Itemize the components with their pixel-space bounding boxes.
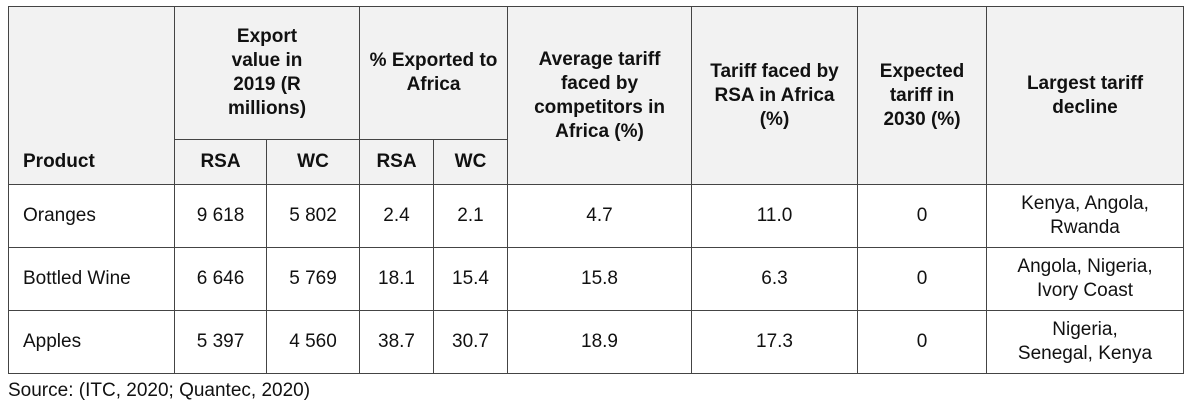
- pct-rsa-cell: 18.1: [359, 247, 434, 311]
- pct-rsa-cell: 38.7: [359, 310, 434, 374]
- pct-wc-cell: 30.7: [432, 310, 509, 374]
- source-note: Source: (ITC, 2020; Quantec, 2020): [8, 380, 311, 401]
- tariff-rsa-cell: 6.3: [691, 247, 859, 311]
- avg-tariff-cell: 4.7: [507, 184, 693, 248]
- product-cell: Bottled Wine: [8, 247, 175, 311]
- subheader-wc: WC: [432, 139, 509, 185]
- export-rsa-cell: 6 646: [174, 247, 267, 311]
- export-wc-cell: 5 769: [266, 247, 360, 311]
- export-wc-cell: 5 802: [266, 184, 360, 248]
- product-cell: Apples: [8, 310, 175, 374]
- table-row: Bottled Wine 6 646 5 769 18.1 15.4 15.8 …: [8, 247, 1185, 311]
- table-row: Oranges 9 618 5 802 2.4 2.1 4.7 11.0 0 K…: [8, 184, 1185, 248]
- largest-decline-cell: Angola, Nigeria, Ivory Coast: [986, 247, 1185, 311]
- avg-tariff-cell: 15.8: [507, 247, 693, 311]
- expected-tariff-cell: 0: [857, 247, 988, 311]
- subheader-wc: WC: [266, 139, 360, 185]
- avg-tariff-cell: 18.9: [507, 310, 693, 374]
- header-avg-tariff: Average tariff faced by competitors in A…: [507, 6, 693, 185]
- header-product: Product: [8, 6, 175, 185]
- largest-decline-cell: Kenya, Angola, Rwanda: [986, 184, 1185, 248]
- largest-decline-cell: Nigeria, Senegal, Kenya: [986, 310, 1185, 374]
- pct-rsa-cell: 2.4: [359, 184, 434, 248]
- subheader-rsa: RSA: [174, 139, 267, 185]
- export-rsa-cell: 9 618: [174, 184, 267, 248]
- header-tariff-rsa: Tariff faced by RSA in Africa (%): [691, 6, 859, 185]
- product-cell: Oranges: [8, 184, 175, 248]
- pct-wc-cell: 15.4: [432, 247, 509, 311]
- export-wc-cell: 4 560: [266, 310, 360, 374]
- tariff-rsa-cell: 11.0: [691, 184, 859, 248]
- header-export-value: Export value in 2019 (R millions): [174, 6, 360, 140]
- header-largest-decline: Largest tariff decline: [986, 6, 1185, 185]
- subheader-rsa: RSA: [359, 139, 434, 185]
- tariff-table: Product Export value in 2019 (R millions…: [8, 6, 1185, 374]
- header-pct-exported: % Exported to Africa: [358, 6, 509, 140]
- expected-tariff-cell: 0: [857, 184, 988, 248]
- export-rsa-cell: 5 397: [174, 310, 267, 374]
- tariff-rsa-cell: 17.3: [691, 310, 859, 374]
- header-expected-tariff: Expected tariff in 2030 (%): [857, 6, 988, 185]
- expected-tariff-cell: 0: [857, 310, 988, 374]
- pct-wc-cell: 2.1: [432, 184, 509, 248]
- table-row: Apples 5 397 4 560 38.7 30.7 18.9 17.3 0…: [8, 310, 1185, 374]
